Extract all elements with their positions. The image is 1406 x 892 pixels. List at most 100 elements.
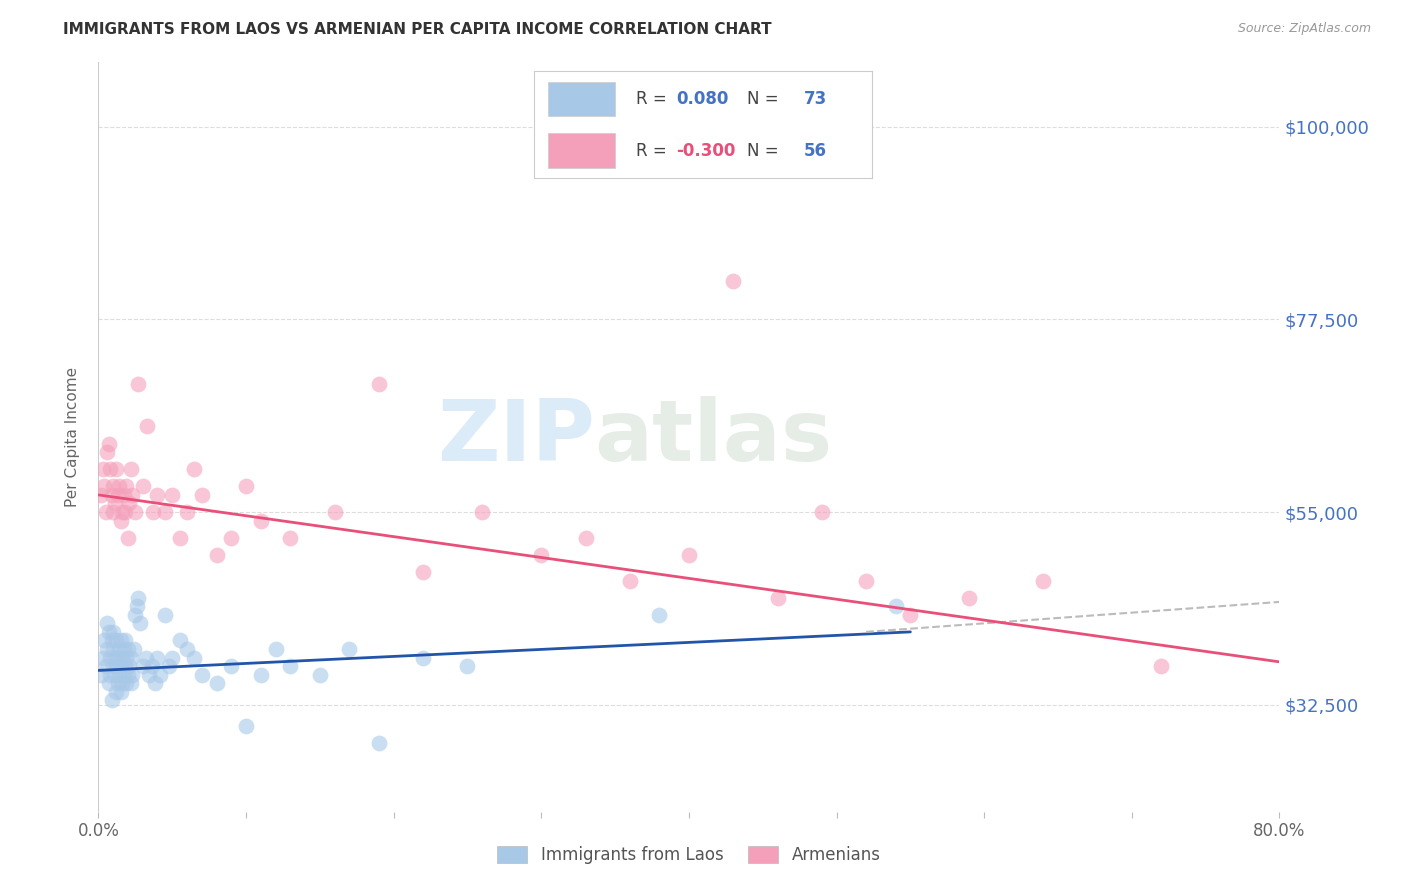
Point (110, 659, 132, 673)
Text: R =: R = (636, 90, 666, 108)
Text: Source: ZipAtlas.com: Source: ZipAtlas.com (1237, 22, 1371, 36)
Point (103, 642, 125, 657)
Point (107, 650, 129, 665)
Point (107, 676, 129, 690)
Point (108, 479, 131, 493)
Point (107, 488, 129, 502)
Point (104, 496, 127, 510)
Point (900, 607, 922, 622)
Point (176, 642, 198, 657)
Point (96, 642, 118, 657)
Point (90, 667, 112, 681)
FancyBboxPatch shape (548, 82, 616, 116)
Point (125, 599, 148, 614)
Point (93, 633, 115, 648)
Point (191, 667, 214, 681)
Point (619, 574, 641, 588)
Point (368, 736, 391, 750)
Point (810, 505, 832, 519)
Point (118, 496, 141, 510)
Point (112, 488, 135, 502)
Point (157, 659, 180, 673)
Text: N =: N = (747, 90, 779, 108)
Point (100, 693, 122, 707)
Point (94, 659, 117, 673)
Point (103, 624, 125, 639)
Point (169, 633, 191, 648)
Point (103, 505, 125, 519)
Point (205, 676, 228, 690)
Point (128, 616, 150, 631)
Point (91, 650, 114, 665)
Point (120, 462, 142, 476)
Point (111, 650, 134, 665)
Point (678, 548, 700, 562)
Point (250, 667, 273, 681)
Point (143, 676, 166, 690)
Text: N =: N = (747, 142, 779, 160)
Point (471, 505, 494, 519)
Point (127, 591, 149, 605)
Text: 73: 73 (804, 90, 828, 108)
Point (98, 667, 121, 681)
Point (280, 531, 302, 545)
Point (457, 659, 479, 673)
Point (766, 591, 789, 605)
Point (162, 488, 183, 502)
Text: atlas: atlas (595, 395, 832, 479)
Point (90, 488, 112, 502)
Point (105, 685, 128, 699)
Point (114, 659, 136, 673)
Point (98, 462, 121, 476)
Point (135, 650, 157, 665)
Point (120, 676, 142, 690)
Point (1150, 659, 1173, 673)
Point (264, 642, 287, 657)
Point (412, 650, 434, 665)
Point (884, 599, 907, 614)
Point (110, 514, 132, 528)
Point (132, 479, 155, 493)
Point (122, 642, 145, 657)
Text: ZIP: ZIP (437, 395, 595, 479)
Point (98, 650, 121, 665)
Text: 0.080: 0.080 (676, 90, 728, 108)
Point (96, 445, 118, 459)
Point (121, 667, 143, 681)
Point (235, 719, 257, 733)
Point (146, 488, 169, 502)
Point (112, 642, 135, 657)
Point (105, 633, 128, 648)
Point (93, 479, 115, 493)
Point (235, 479, 257, 493)
Point (280, 659, 302, 673)
Point (96, 616, 118, 631)
Point (97, 676, 120, 690)
Point (153, 505, 176, 519)
Point (100, 633, 122, 648)
Point (959, 591, 981, 605)
Point (339, 642, 361, 657)
Point (115, 479, 138, 493)
Point (103, 479, 125, 493)
Point (120, 650, 142, 665)
Point (110, 633, 132, 648)
Point (94, 505, 117, 519)
Point (117, 667, 139, 681)
Point (412, 565, 434, 579)
Point (108, 667, 131, 681)
Text: 56: 56 (804, 142, 827, 160)
Point (117, 531, 139, 545)
Text: IMMIGRANTS FROM LAOS VS ARMENIAN PER CAPITA INCOME CORRELATION CHART: IMMIGRANTS FROM LAOS VS ARMENIAN PER CAP… (63, 22, 772, 37)
Point (530, 548, 553, 562)
Point (110, 685, 132, 699)
Text: -0.300: -0.300 (676, 142, 735, 160)
Point (115, 650, 138, 665)
Point (221, 659, 243, 673)
Point (1032, 574, 1054, 588)
Point (205, 548, 228, 562)
Point (124, 607, 146, 622)
Point (723, 274, 745, 288)
Point (136, 419, 159, 434)
Point (575, 531, 598, 545)
